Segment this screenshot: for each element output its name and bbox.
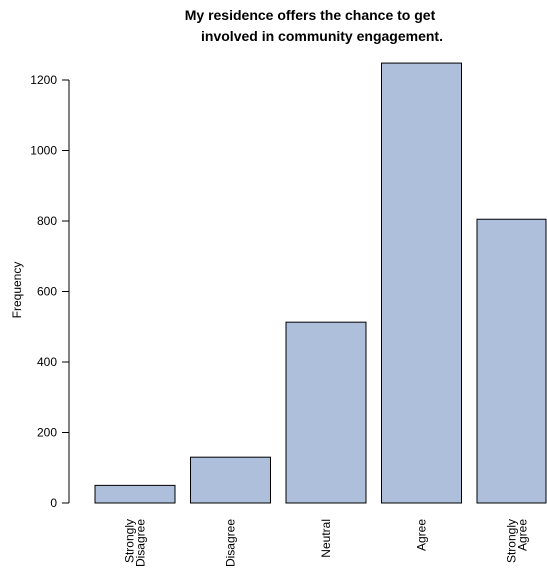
x-tick-label: Disagree <box>224 519 238 567</box>
x-tick-label: Strongly <box>123 519 137 563</box>
bar <box>190 456 271 504</box>
bar <box>381 62 462 504</box>
x-tick-label: Agree <box>516 519 530 551</box>
bar <box>476 218 547 504</box>
x-tick-label: Disagree <box>134 519 148 567</box>
y-tick-label: 0 <box>50 496 57 510</box>
bar <box>94 484 176 504</box>
y-tick-label: 800 <box>37 214 57 228</box>
y-axis: 0 200 400 600 800 1000 1200 <box>30 73 70 510</box>
chart-title-line-1: My residence offers the chance to get <box>185 7 436 23</box>
bars <box>94 62 547 504</box>
bar <box>285 321 367 504</box>
x-tick-label: Neutral <box>319 519 333 558</box>
x-tick-label: Strongly <box>505 519 519 563</box>
y-tick-label: 600 <box>37 285 57 299</box>
y-tick-label: 1000 <box>30 144 57 158</box>
y-tick-label: 400 <box>37 355 57 369</box>
y-tick-label: 1200 <box>30 73 57 87</box>
y-axis-label: Frequency <box>10 262 24 319</box>
x-tick-label: Agree <box>415 519 429 551</box>
chart-title-line-2: involved in community engagement. <box>201 28 443 44</box>
y-tick-label: 200 <box>37 426 57 440</box>
